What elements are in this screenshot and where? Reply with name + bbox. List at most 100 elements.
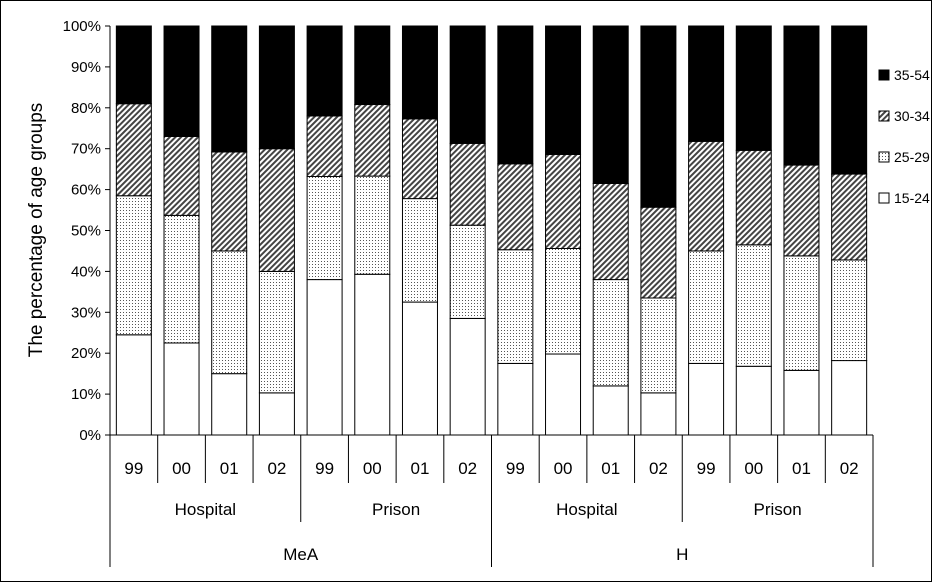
y-tick-label: 60% <box>71 182 101 199</box>
group-label: Prison <box>372 500 420 519</box>
legend-label: 35-54 <box>894 67 930 83</box>
x-tick-label: 99 <box>315 459 334 478</box>
bar-segment <box>783 164 820 257</box>
y-tick-label: 30% <box>71 304 101 321</box>
bar-segment <box>497 362 534 436</box>
legend-label: 15-24 <box>894 190 930 206</box>
bar-segment <box>783 25 820 166</box>
bar-segment <box>354 25 391 106</box>
bar-segment <box>545 153 582 249</box>
bar-segment <box>497 25 534 165</box>
x-tick-label: 02 <box>840 459 859 478</box>
bar-segment <box>735 365 772 436</box>
bar-segment <box>258 270 295 394</box>
bar-segment <box>163 214 200 344</box>
bar-segment <box>115 103 152 197</box>
bar-segment <box>735 149 772 246</box>
y-tick-label: 50% <box>71 223 101 240</box>
bar-segment <box>688 25 725 142</box>
bar-segment <box>831 173 868 261</box>
y-tick-label: 80% <box>71 100 101 117</box>
x-tick-label: 01 <box>220 459 239 478</box>
bar-segment <box>497 163 534 251</box>
legend-label: 30-34 <box>894 108 930 124</box>
x-tick-label: 99 <box>506 459 525 478</box>
group-label: Prison <box>754 500 802 519</box>
y-tick-label: 40% <box>71 263 101 280</box>
bar-segment <box>688 362 725 436</box>
x-tick-label: 01 <box>411 459 430 478</box>
bar-segment <box>306 176 343 281</box>
bar-segment <box>592 279 629 387</box>
bar-segment <box>306 279 343 436</box>
y-tick-label: 70% <box>71 141 101 158</box>
bar-segment <box>735 244 772 367</box>
legend-swatch <box>878 151 890 163</box>
bar-segment <box>115 25 152 105</box>
bar-segment <box>592 182 629 281</box>
bar-segment <box>163 25 200 137</box>
bar-segment <box>831 360 868 436</box>
bar-segment <box>783 255 820 371</box>
y-tick-label: 90% <box>71 59 101 76</box>
bar-segment <box>640 392 677 436</box>
bar-segment <box>688 140 725 252</box>
y-tick-label: 20% <box>71 345 101 362</box>
y-axis-title: The percentage of age groups <box>26 103 47 358</box>
legend-swatch <box>878 110 890 122</box>
group-label: Hospital <box>556 500 617 519</box>
x-tick-label: 01 <box>601 459 620 478</box>
x-tick-label: 01 <box>792 459 811 478</box>
bar-segment <box>401 198 438 303</box>
bar-segment <box>115 334 152 436</box>
x-tick-label: 00 <box>554 459 573 478</box>
bar-segment <box>163 342 200 436</box>
bar-segment <box>211 151 248 252</box>
bar-segment <box>640 25 677 208</box>
bar-segment <box>449 224 486 319</box>
x-tick-label: 99 <box>124 459 143 478</box>
bar-segment <box>354 273 391 436</box>
y-tick-label: 100% <box>63 18 101 35</box>
bar-segment <box>449 317 486 436</box>
x-tick-label: 02 <box>458 459 477 478</box>
bar-segment <box>735 25 772 151</box>
group-label: Hospital <box>175 500 236 519</box>
x-tick-label: 99 <box>697 459 716 478</box>
bar-segment <box>592 385 629 436</box>
x-tick-label: 00 <box>363 459 382 478</box>
bar-segment <box>401 301 438 436</box>
bar-segment <box>688 250 725 364</box>
bar-segment <box>115 195 152 336</box>
bar-segment <box>258 25 295 150</box>
x-tick-label: 00 <box>744 459 763 478</box>
legend-swatch <box>878 69 890 81</box>
legend-label: 25-29 <box>894 149 930 165</box>
bar-segment <box>831 259 868 362</box>
bar-segment <box>163 135 200 216</box>
bar-segment <box>545 25 582 155</box>
bar-segment <box>497 249 534 364</box>
bar-segment <box>211 250 248 375</box>
bar-segment <box>401 118 438 200</box>
bar-segment <box>640 206 677 299</box>
bar-segment <box>545 247 582 355</box>
bar-segment <box>640 297 677 394</box>
y-tick-label: 10% <box>71 386 101 403</box>
bar-segment <box>354 175 391 275</box>
x-tick-label: 02 <box>267 459 286 478</box>
bar-segment <box>401 25 438 120</box>
bar-segment <box>306 115 343 178</box>
bar-segment <box>592 25 629 184</box>
legend-swatch <box>878 192 890 204</box>
bar-segment <box>306 25 343 117</box>
bar-segment <box>258 148 295 272</box>
bar-segment <box>449 25 486 144</box>
y-tick-label: 0% <box>79 427 101 444</box>
bar-segment <box>258 392 295 436</box>
bar-segment <box>211 25 248 153</box>
bar-segment <box>449 142 486 226</box>
bar-segment <box>545 353 582 436</box>
supergroup-label: MeA <box>283 545 319 564</box>
